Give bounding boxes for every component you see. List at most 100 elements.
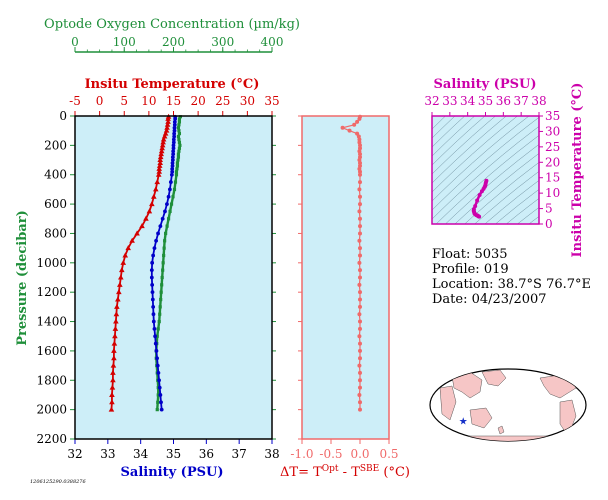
salinity-point: [159, 400, 163, 405]
ts-diagram-panel: Salinity (PSU) 32 33 34 35 36 37 3805101520253…: [424, 77, 585, 257]
profile-number: Profile: 019: [432, 262, 509, 277]
temperature-point: [110, 362, 117, 368]
salinity-point: [163, 209, 167, 214]
delta-t-point: [358, 194, 362, 199]
density-contour: [432, 116, 446, 130]
oxygen-point: [177, 129, 181, 133]
delta-t-tick-label: 0.5: [379, 447, 398, 461]
salinity-series: [149, 114, 178, 412]
salinity-point: [149, 268, 154, 273]
temperature-point: [157, 157, 164, 163]
salinity-point: [170, 164, 175, 168]
oxygen-point: [157, 319, 161, 324]
oxygen-tick-label: 300: [211, 35, 234, 49]
oxygen-point: [164, 231, 168, 236]
land-africa: [439, 385, 457, 421]
ts-xtick-label: 34: [460, 94, 476, 108]
salinity-point: [172, 128, 177, 133]
delta-t-point: [358, 304, 362, 309]
salinity-point: [170, 158, 175, 162]
delta-t-point: [358, 216, 362, 221]
salinity-point: [171, 140, 176, 145]
pressure-tick-label: 1400: [36, 315, 67, 329]
oxygen-point: [178, 143, 182, 147]
salinity-point: [171, 137, 176, 142]
temperature-point: [156, 165, 163, 171]
oxygen-point: [177, 140, 182, 145]
ts-xtick-label: 35: [478, 94, 493, 108]
oxygen-point: [176, 158, 180, 162]
salinity-point: [172, 122, 177, 127]
density-contour: [432, 116, 518, 193]
density-contour: [505, 198, 539, 224]
salinity-point: [159, 407, 164, 412]
profile-date: Date: 04/23/2007: [432, 292, 547, 307]
oxygen-point: [175, 164, 180, 168]
salinity-point: [157, 385, 162, 390]
pressure-tick-label: 0: [59, 109, 67, 123]
temperature-point: [156, 162, 163, 168]
salinity-point: [160, 216, 165, 221]
temperature-tick-label: 0: [96, 94, 104, 108]
ts-plot-area: [432, 116, 539, 224]
salinity-point: [151, 312, 156, 317]
temperature-point: [157, 159, 164, 165]
salinity-tick-label: 36: [199, 447, 214, 461]
temperature-point: [158, 151, 164, 157]
salinity-tick-label: 38: [264, 447, 279, 461]
delta-t-point: [358, 231, 362, 236]
oxygen-point: [163, 239, 167, 243]
temperature-point: [116, 289, 122, 295]
temperature-point: [134, 230, 140, 236]
delta-t-point: [358, 172, 362, 177]
delta-t-point: [355, 119, 360, 124]
oxygen-point: [155, 334, 159, 338]
temperature-point: [165, 115, 171, 121]
density-contour: [432, 116, 530, 202]
delta-t-point: [357, 392, 362, 397]
salinity-point: [152, 246, 157, 251]
salinity-point: [153, 334, 158, 339]
temperature-point: [157, 154, 164, 160]
delta-t-point: [358, 356, 362, 361]
density-contour: [432, 116, 456, 139]
oxygen-point: [162, 246, 166, 250]
float-location: Location: 38.7°S 76.7°E: [432, 277, 591, 292]
temperature-tick-label: 25: [215, 94, 230, 108]
oxygen-tick-label: 400: [261, 35, 284, 49]
oxygen-point: [166, 217, 171, 221]
temperature-point: [112, 333, 118, 339]
oxygen-point: [173, 180, 178, 184]
salinity-point: [170, 169, 175, 174]
delta-t-point: [358, 407, 362, 412]
temperature-tick-label: -5: [69, 94, 81, 108]
salinity-point: [156, 371, 161, 375]
salinity-point: [173, 117, 178, 121]
oxygen-tick-label: 200: [162, 35, 185, 49]
salinity-point: [150, 290, 155, 295]
ts-point: [475, 198, 480, 203]
salinity-point: [172, 119, 177, 124]
delta-t-frame: [301, 115, 390, 440]
oxygen-point: [168, 209, 172, 214]
pressure-tick-label: 800: [44, 226, 67, 240]
delta-t-point: [347, 128, 352, 133]
density-contour: [432, 116, 496, 175]
temperature-point: [111, 347, 117, 353]
land-australia: [469, 407, 493, 429]
temperature-point: [109, 384, 116, 390]
temperature-point: [115, 296, 121, 302]
ts-frame: [431, 115, 540, 225]
temperature-point: [155, 171, 162, 177]
density-contour: [432, 116, 476, 157]
salinity-point: [155, 363, 160, 368]
oxygen-point: [155, 408, 159, 412]
temperature-point: [120, 259, 127, 265]
temperature-point: [114, 303, 120, 309]
oxygen-point: [169, 202, 174, 206]
temperature-point: [109, 399, 115, 405]
salinity-point: [150, 282, 155, 287]
ts-ytick-label: 20: [545, 155, 560, 169]
temperature-point: [122, 252, 129, 258]
salinity-point: [158, 224, 163, 229]
